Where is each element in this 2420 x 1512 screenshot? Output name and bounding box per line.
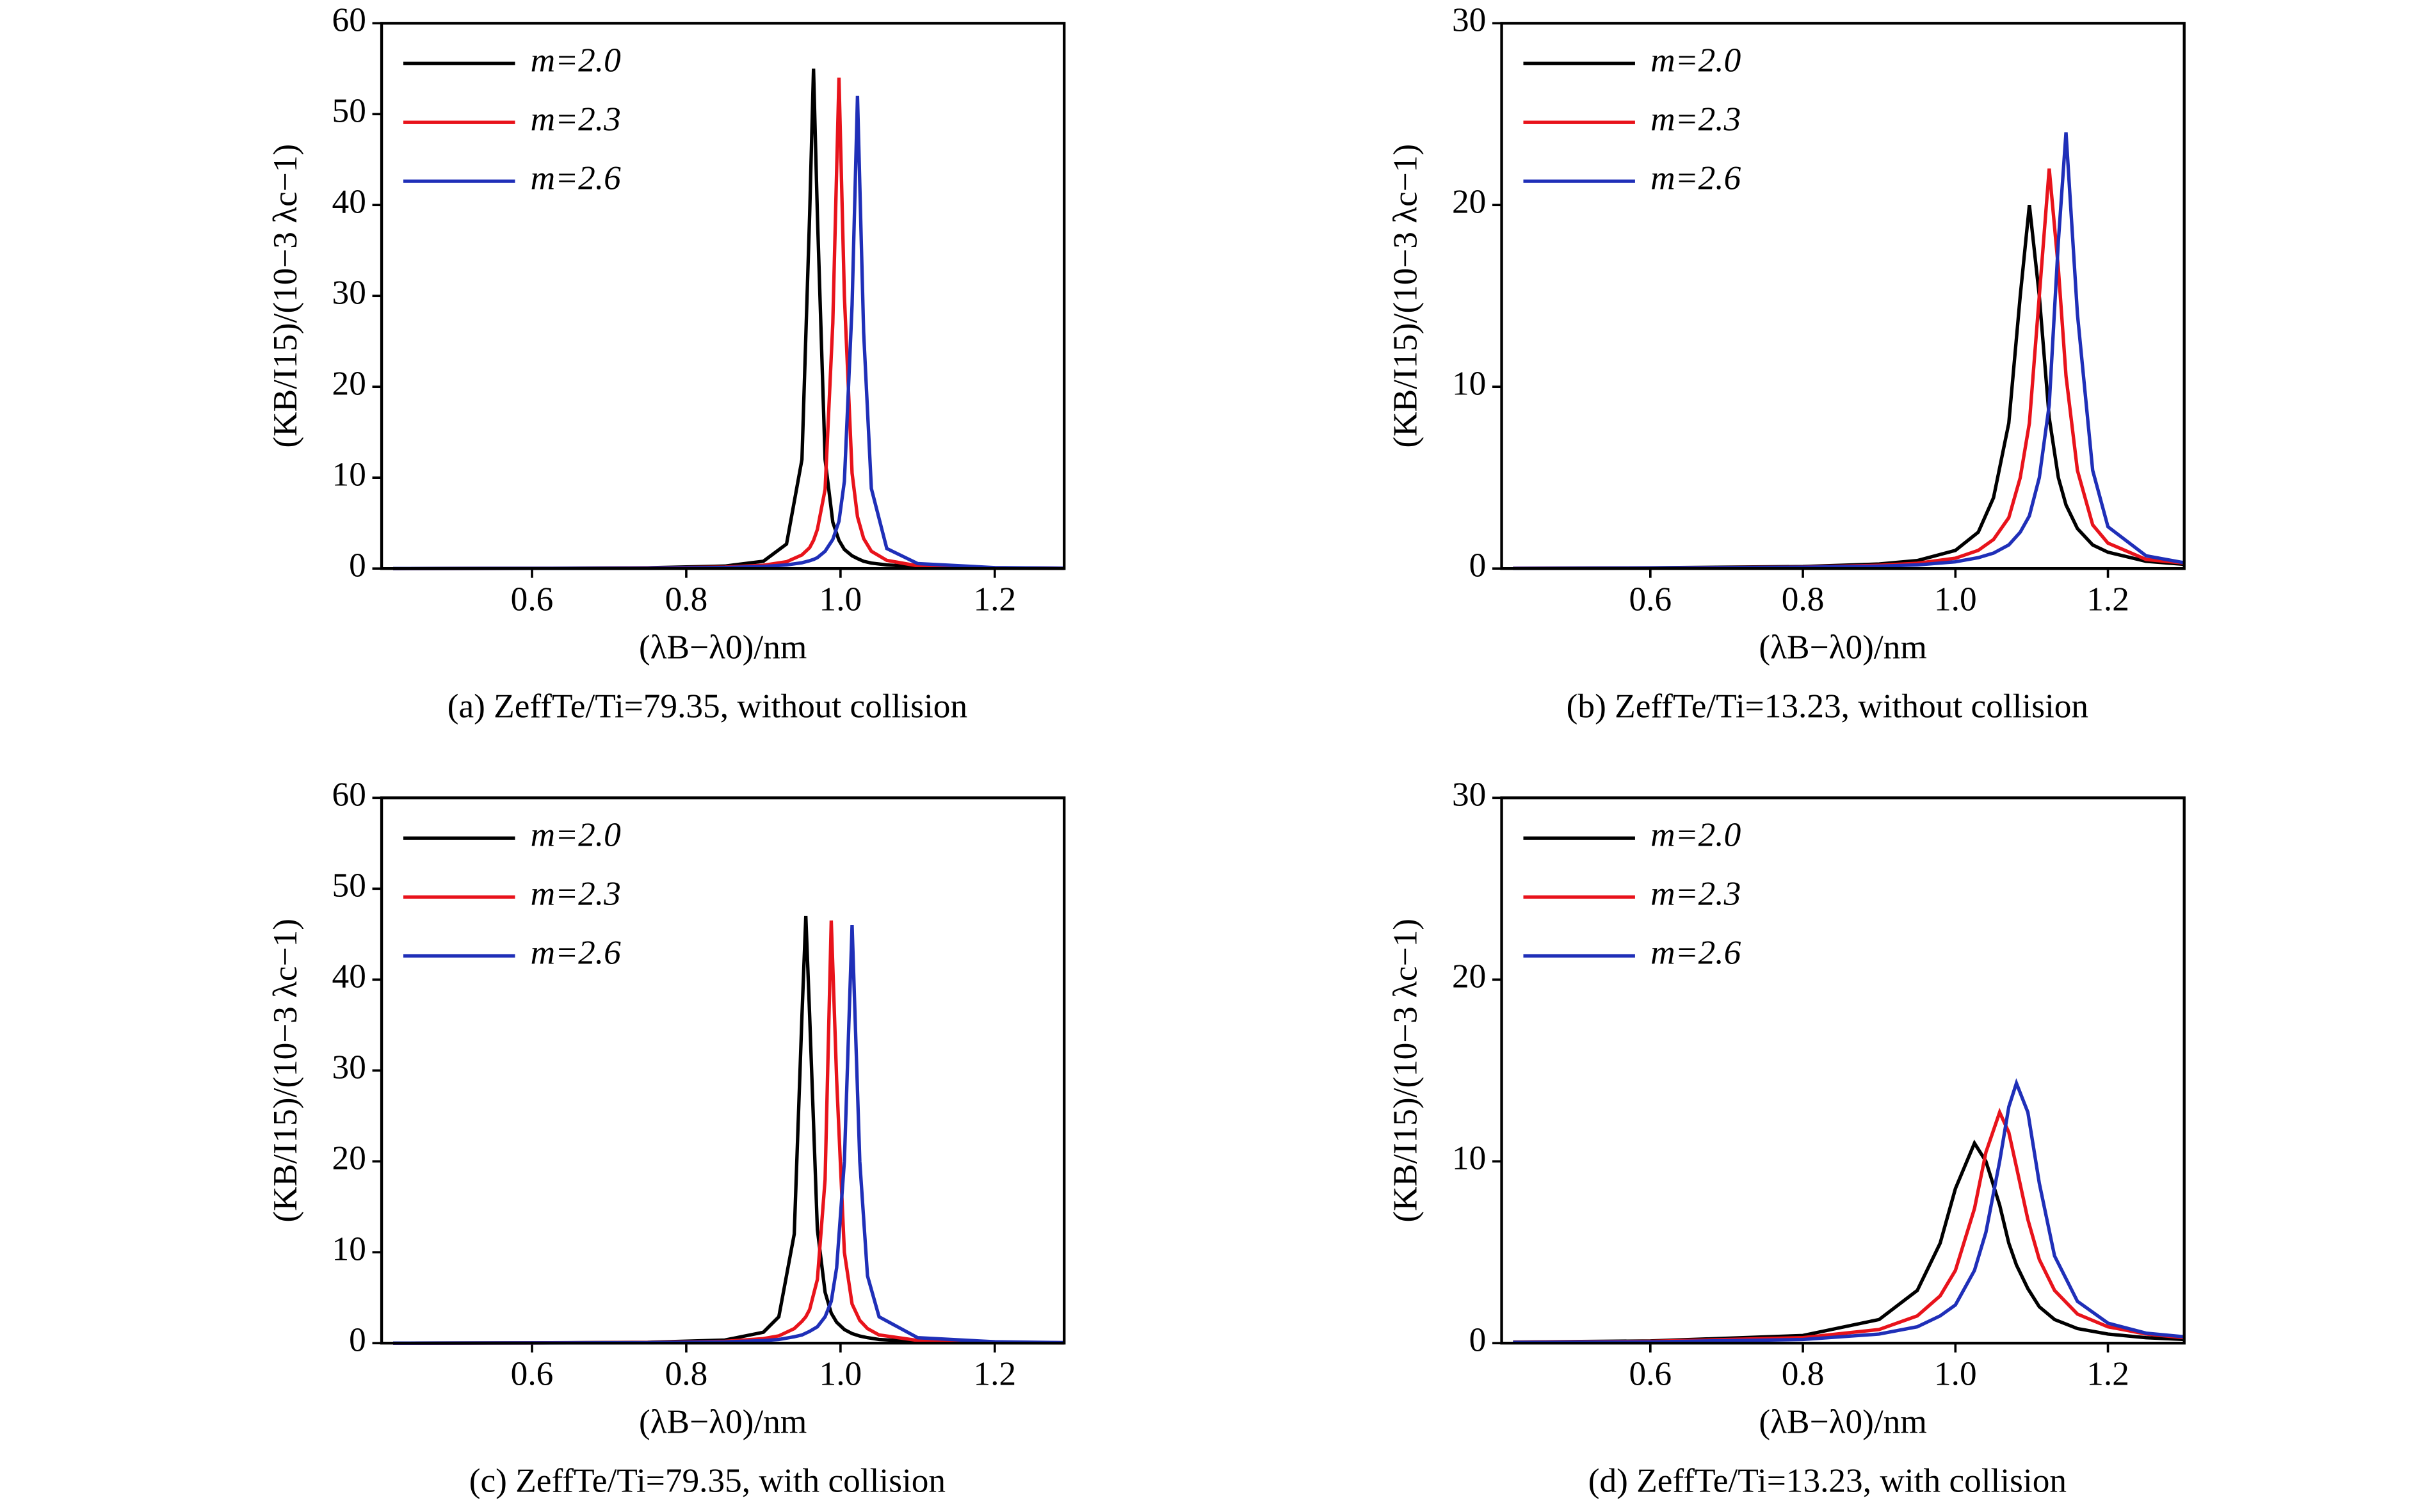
y-tick-label: 10 xyxy=(1452,1139,1486,1177)
series-line xyxy=(1513,132,2185,570)
y-tick-label: 20 xyxy=(1452,182,1486,220)
x-axis-label: (λB−λ0)/nm xyxy=(639,629,807,666)
plot-frame xyxy=(380,796,1066,1345)
series-line xyxy=(1513,1078,2184,1344)
series-line xyxy=(393,95,1065,570)
series-line xyxy=(1513,1107,2184,1344)
x-axis-label: (λB−λ0)/nm xyxy=(639,1403,807,1441)
y-tick-label: 60 xyxy=(332,776,366,814)
legend-label: m=2.0 xyxy=(531,816,621,854)
legend-label: m=2.6 xyxy=(531,159,621,197)
x-axis-label: (λB−λ0)/nm xyxy=(1759,629,1926,666)
legend-label: m=2.6 xyxy=(1650,933,1741,971)
panel: 0 10 20 30 0.6 0.8 1.0 1.2 m=2.0 m=2.3 m=2.6 (λB−λ0… xyxy=(1386,1,2186,725)
caption: (b) ZeffTe/Ti=13.23, without collision xyxy=(1567,688,2088,725)
legend-label: m=2.3 xyxy=(531,100,621,138)
y-axis-label: (KB/I15)/(10−3 λc−1) xyxy=(266,919,304,1223)
y-tick-label: 0 xyxy=(1469,1321,1487,1358)
x-tick-label: 1.0 xyxy=(1934,1355,1977,1393)
series-line xyxy=(393,920,1065,1345)
legend-label: m=2.0 xyxy=(531,41,621,79)
x-tick-label: 0.8 xyxy=(1782,1355,1825,1393)
y-tick-label: 50 xyxy=(332,867,366,905)
y-tick-label: 20 xyxy=(332,364,366,402)
x-tick-label: 1.2 xyxy=(973,1355,1016,1393)
x-tick-label: 1.0 xyxy=(1934,581,1977,618)
y-tick-label: 40 xyxy=(332,182,366,220)
y-axis-label: (KB/I15)/(10−3 λc−1) xyxy=(1386,144,1424,448)
y-tick-label: 20 xyxy=(332,1139,366,1177)
series-line xyxy=(393,925,1065,1345)
x-tick-label: 1.2 xyxy=(2086,581,2129,618)
legend-label: m=2.3 xyxy=(1650,874,1741,912)
y-tick-label: 10 xyxy=(1452,364,1486,402)
legend-label: m=2.0 xyxy=(1650,41,1741,79)
series-line xyxy=(1513,1139,2184,1344)
x-tick-label: 1.0 xyxy=(819,1355,862,1393)
x-tick-label: 0.8 xyxy=(665,581,708,618)
y-tick-label: 30 xyxy=(332,1049,366,1086)
x-tick-label: 0.6 xyxy=(511,581,554,618)
y-tick-label: 10 xyxy=(332,1230,366,1267)
y-tick-label: 40 xyxy=(332,958,366,995)
plot-frame xyxy=(380,22,1066,570)
legend-label: m=2.6 xyxy=(1650,159,1741,197)
y-tick-label: 30 xyxy=(1452,776,1486,814)
y-tick-label: 50 xyxy=(332,92,366,130)
legend-label: m=2.0 xyxy=(1650,816,1741,854)
x-tick-label: 1.2 xyxy=(2086,1355,2129,1393)
legend-label: m=2.6 xyxy=(531,933,621,971)
x-tick-label: 0.8 xyxy=(665,1355,708,1393)
plot-frame xyxy=(1500,796,2186,1345)
series-line xyxy=(393,915,1065,1345)
panel: 0 10 20 30 0.6 0.8 1.0 1.2 m=2.0 m=2.3 m=2.6 (λB−λ0… xyxy=(1386,776,2186,1500)
caption: (c) ZeffTe/Ti=79.35, with collision xyxy=(469,1462,946,1500)
y-tick-label: 0 xyxy=(1469,546,1487,584)
x-tick-label: 0.6 xyxy=(511,1355,554,1393)
x-tick-label: 0.8 xyxy=(1782,581,1825,618)
caption: (a) ZeffTe/Ti=79.35, without collision xyxy=(448,688,967,725)
series-line xyxy=(393,68,1065,570)
x-tick-label: 0.6 xyxy=(1629,1355,1672,1393)
x-tick-label: 0.6 xyxy=(1629,581,1672,618)
y-tick-label: 30 xyxy=(1452,1,1486,39)
y-tick-label: 10 xyxy=(332,455,366,493)
y-tick-label: 30 xyxy=(332,273,366,311)
panel: 0 10 20 30 40 50 60 0.6 0.8 1.0 1.2 m=2.0 m=2.3 m=2.6… xyxy=(266,776,1066,1500)
legend-label: m=2.3 xyxy=(1650,100,1741,138)
legend-label: m=2.3 xyxy=(531,874,621,912)
x-tick-label: 1.0 xyxy=(819,581,862,618)
plot-frame xyxy=(1500,22,2186,570)
x-axis-label: (λB−λ0)/nm xyxy=(1759,1403,1926,1441)
panel: 0 10 20 30 40 50 60 0.6 0.8 1.0 1.2 m=2.0 m=2.3 m=2.6… xyxy=(266,1,1066,725)
y-axis-label: (KB/I15)/(10−3 λc−1) xyxy=(1386,919,1424,1223)
x-tick-label: 1.2 xyxy=(973,581,1016,618)
y-tick-label: 0 xyxy=(349,1321,366,1358)
series-line xyxy=(393,77,1065,570)
y-tick-label: 0 xyxy=(349,546,366,584)
y-tick-label: 60 xyxy=(332,1,366,39)
caption: (d) ZeffTe/Ti=13.23, with collision xyxy=(1588,1462,2067,1500)
y-tick-label: 20 xyxy=(1452,958,1486,995)
y-axis-label: (KB/I15)/(10−3 λc−1) xyxy=(266,144,304,448)
